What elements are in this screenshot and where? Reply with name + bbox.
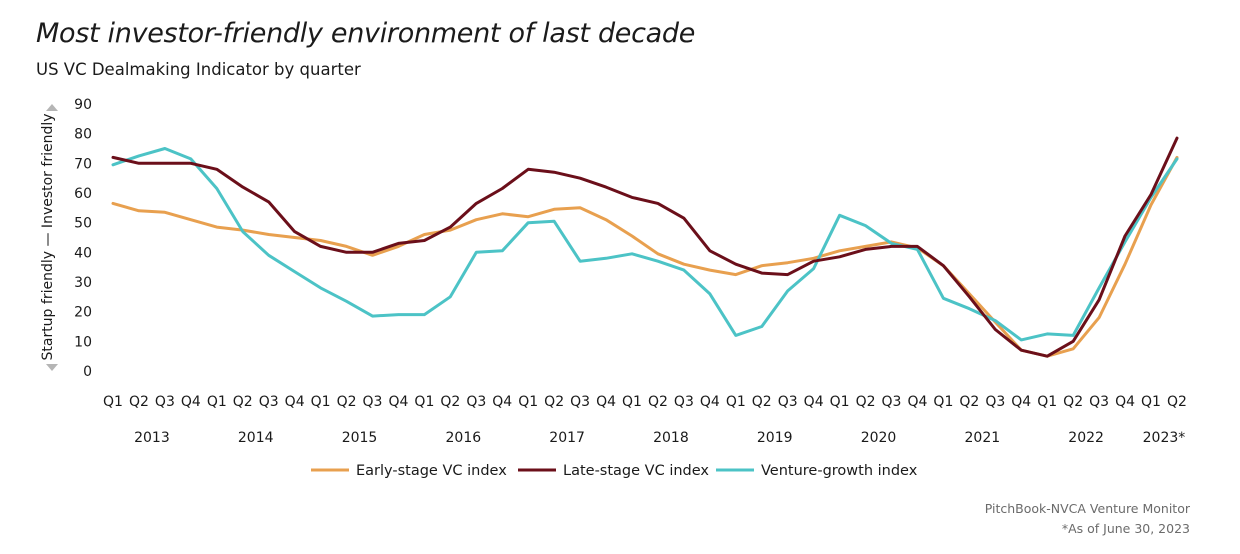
y-tick-label: 30 — [74, 275, 92, 291]
series-line-early-stage-vc-index — [111, 155, 1179, 358]
x-tick-label: Q2 — [440, 394, 460, 410]
x-tick-label: Q4 — [907, 394, 927, 410]
y-tick-label: 60 — [74, 186, 92, 202]
x-tick-label: Q4 — [700, 394, 720, 410]
arrow-up-icon — [46, 104, 58, 111]
y-tick-label: 0 — [83, 364, 92, 380]
x-tick-label: Q2 — [648, 394, 668, 410]
x-tick-label: Q4 — [596, 394, 616, 410]
year-label: 2015 — [342, 430, 378, 446]
x-tick-label: Q4 — [804, 394, 824, 410]
year-label: 2013 — [134, 430, 170, 446]
x-tick-label: Q4 — [285, 394, 305, 410]
y-tick-label: 80 — [74, 127, 92, 143]
x-tick-label: Q3 — [1089, 394, 1109, 410]
y-axis-label-low: Startup friendly — [40, 251, 56, 361]
year-label: 2018 — [653, 430, 689, 446]
x-tick-label: Q1 — [103, 394, 123, 410]
x-tick-label: Q4 — [181, 394, 201, 410]
x-tick-label: Q2 — [129, 394, 149, 410]
y-axis-label: Startup friendly — Investor friendly — [40, 104, 58, 371]
x-axis-quarter-ticks: Q1 Q2 Q3 Q4 Q1 Q2 Q3 Q4 Q1 Q2 Q3 Q4 Q1 Q2 Q3 Q4 Q1 Q2 Q3 Q4… — [103, 394, 1187, 410]
x-tick-label: Q4 — [388, 394, 408, 410]
arrow-down-icon — [46, 364, 58, 371]
x-tick-label: Q3 — [985, 394, 1005, 410]
legend-item: Venture-growth index — [716, 463, 918, 479]
x-axis-year-labels: 2013 2014 2015 2016 2017 2018 2019 2020 2021 2022… — [134, 430, 1185, 446]
x-tick-label: Q1 — [207, 394, 227, 410]
year-label: 2021 — [965, 430, 1001, 446]
x-tick-label: Q1 — [1141, 394, 1161, 410]
y-tick-label: 50 — [74, 216, 92, 232]
x-tick-label: Q3 — [155, 394, 175, 410]
year-label: 2023* — [1143, 430, 1186, 446]
x-tick-label: Q2 — [752, 394, 772, 410]
year-label: 2019 — [757, 430, 793, 446]
series-line-venture-growth-index — [111, 147, 1179, 342]
x-tick-label: Q2 — [1167, 394, 1187, 410]
y-axis-label-high: Investor friendly — [40, 113, 56, 228]
x-tick-label: Q3 — [778, 394, 798, 410]
legend-item: Late-stage VC index — [518, 463, 709, 479]
year-label: 2020 — [861, 430, 897, 446]
series-line-late-stage-vc-index — [111, 136, 1179, 358]
footnote-line: *As of June 30, 2023 — [1061, 521, 1190, 536]
x-tick-label: Q2 — [233, 394, 253, 410]
x-tick-label: Q1 — [311, 394, 331, 410]
source-line: PitchBook-NVCA Venture Monitor — [984, 501, 1190, 516]
x-tick-label: Q3 — [674, 394, 694, 410]
y-axis-label-sep: — — [40, 233, 56, 247]
legend-label: Venture-growth index — [761, 463, 918, 479]
x-tick-label: Q1 — [830, 394, 850, 410]
year-label: 2017 — [549, 430, 585, 446]
chart-title: Most investor-friendly environment of la… — [36, 18, 696, 49]
x-tick-label: Q3 — [882, 394, 902, 410]
x-tick-label: Q1 — [726, 394, 746, 410]
x-tick-label: Q3 — [570, 394, 590, 410]
x-tick-label: Q3 — [259, 394, 279, 410]
legend-label: Early-stage VC index — [356, 463, 507, 479]
x-tick-label: Q1 — [414, 394, 434, 410]
y-tick-label: 20 — [74, 305, 92, 321]
legend-item: Early-stage VC index — [311, 463, 507, 479]
legend: Early-stage VC index Late-stage VC index V… — [311, 463, 918, 479]
x-tick-label: Q2 — [544, 394, 564, 410]
x-tick-label: Q2 — [856, 394, 876, 410]
year-label: 2014 — [238, 430, 274, 446]
x-tick-label: Q3 — [363, 394, 383, 410]
y-axis-label-text: Startup friendly — Investor friendly — [40, 113, 56, 360]
year-label: 2016 — [446, 430, 482, 446]
x-tick-label: Q2 — [1063, 394, 1083, 410]
source-note: PitchBook-NVCA Venture Monitor *As of Ju… — [985, 499, 1190, 539]
x-tick-label: Q2 — [337, 394, 357, 410]
chart-subtitle: US VC Dealmaking Indicator by quarter — [36, 60, 361, 79]
x-tick-label: Q1 — [1037, 394, 1057, 410]
series-lines — [111, 136, 1179, 358]
y-tick-label: 40 — [74, 245, 92, 261]
legend-label: Late-stage VC index — [563, 463, 709, 479]
x-tick-label: Q1 — [622, 394, 642, 410]
x-tick-label: Q2 — [959, 394, 979, 410]
y-tick-label: 10 — [74, 334, 92, 350]
y-axis-ticks: 0 10 20 30 40 50 60 70 80 90 — [74, 97, 92, 380]
year-label: 2022 — [1068, 430, 1104, 446]
x-tick-label: Q3 — [466, 394, 486, 410]
x-tick-label: Q4 — [492, 394, 512, 410]
x-tick-label: Q4 — [1011, 394, 1031, 410]
y-tick-label: 70 — [74, 156, 92, 172]
y-tick-label: 90 — [74, 97, 92, 113]
x-tick-label: Q1 — [518, 394, 538, 410]
x-tick-label: Q4 — [1115, 394, 1135, 410]
x-tick-label: Q1 — [933, 394, 953, 410]
